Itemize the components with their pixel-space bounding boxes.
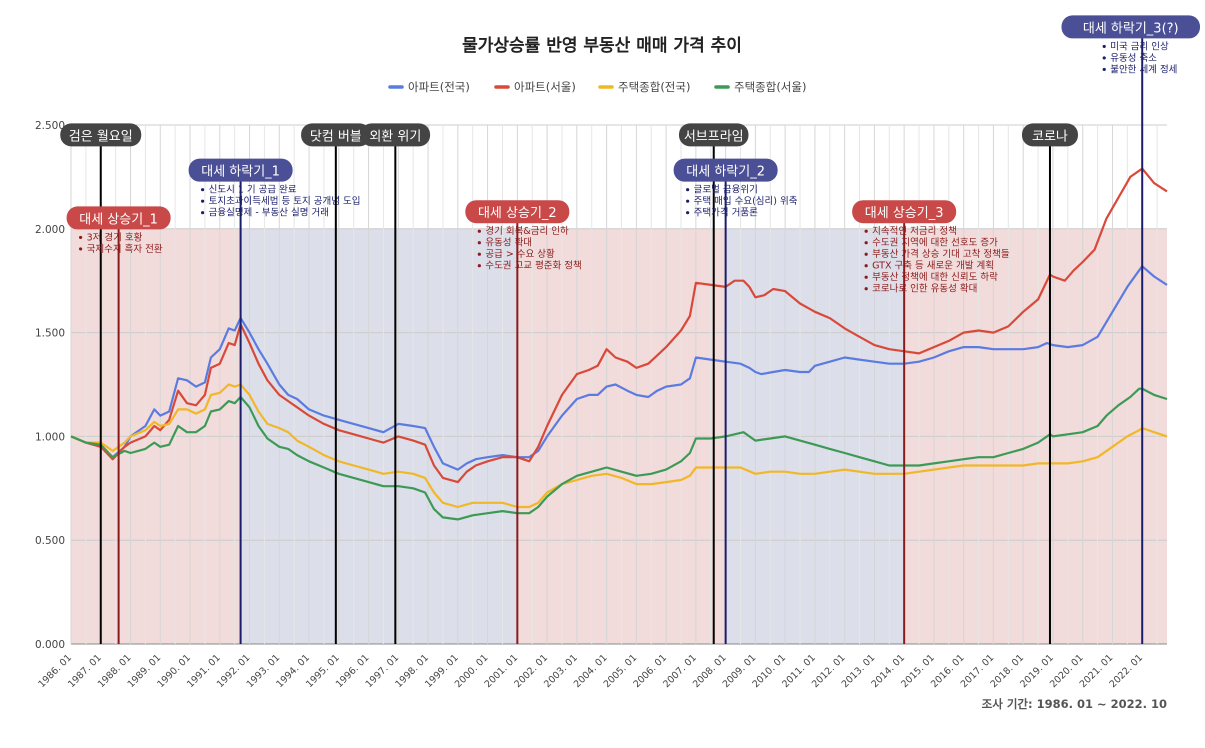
event-note: 수도권 고교 평준화 정책 xyxy=(485,260,581,272)
event-note: 유동성 축소 xyxy=(1110,53,1157,64)
event-label-box xyxy=(678,123,749,147)
event-label: 대세 상승기_2 xyxy=(478,206,557,221)
y-tick-label: 1.000 xyxy=(35,431,65,443)
series-line-2 xyxy=(70,383,1168,509)
event-note-bullet xyxy=(477,252,481,256)
event-note: 공급 > 수요 상황 xyxy=(485,249,555,260)
event-label: 대세 상승기_1 xyxy=(79,212,158,227)
event-note: 신도시 1 기 공급 완료 xyxy=(209,185,297,196)
event-label: 검은 월요일 xyxy=(69,129,133,144)
series-lines xyxy=(70,167,1168,521)
y-tick-label: 2.500 xyxy=(35,120,65,132)
event-note: 불안한 세계 정세 xyxy=(1110,63,1177,75)
legend-label: 주택종합(전국) xyxy=(618,80,690,94)
event-note: 금융실명제 - 부동산 실명 거래 xyxy=(209,208,329,219)
event-note-bullet xyxy=(686,188,690,192)
event-note-bullet xyxy=(201,188,205,192)
event-label-box xyxy=(673,158,778,182)
event-note: 미국 금리 인상 xyxy=(1110,41,1169,52)
event-label-box xyxy=(1061,15,1200,39)
event-note: 경기 회복&금리 인하 xyxy=(485,225,569,237)
event-note-bullet xyxy=(864,275,868,279)
event-note: 주택가격 거품론 xyxy=(694,207,758,219)
event-note: 부동산 정책에 대한 신뢰도 하락 xyxy=(872,271,998,283)
chart-title: 물가상승률 반영 부동산 매매 가격 추이 xyxy=(462,36,742,56)
event-note: 국제수지 흑자 전환 xyxy=(87,243,163,255)
event-note-bullet xyxy=(79,247,83,251)
event-label-box xyxy=(852,200,957,224)
event-label: 서브프라임 xyxy=(684,129,744,144)
event-note: 수도권 지역에 대한 선호도 증가 xyxy=(872,237,998,249)
event-label-box xyxy=(188,158,293,182)
event-note: GTX 구축 등 새로운 개발 계획 xyxy=(872,260,994,272)
event-label-box xyxy=(360,123,431,147)
event-note: 코로나로 인한 유동성 확대 xyxy=(872,283,977,295)
event-note-bullet xyxy=(864,287,868,291)
event-label-box xyxy=(465,200,570,224)
y-tick-label: 0.500 xyxy=(35,535,65,547)
event-note-bullet xyxy=(1102,44,1106,49)
legend: 아파트(전국) 아파트(서울) 주택종합(전국) 주택종합(서울) xyxy=(388,80,806,94)
event-note: 지속적인 저금리 정책 xyxy=(872,225,957,237)
event-note: 토지초과이득세법 등 토지 공개념 도입 xyxy=(209,195,361,207)
event-note-bullet xyxy=(864,252,868,256)
event-note-bullet xyxy=(864,241,868,245)
event-label: 대세 하락기_2 xyxy=(686,165,765,180)
y-tick-label: 1.500 xyxy=(35,328,65,340)
event-note-bullet xyxy=(477,229,481,233)
event-note-bullet xyxy=(1102,67,1106,72)
legend-label: 아파트(전국) xyxy=(408,80,470,94)
event-note-bullet xyxy=(864,264,868,268)
y-tick-label: 2.000 xyxy=(35,224,65,236)
series-line-3 xyxy=(70,387,1168,521)
series-line-1 xyxy=(70,167,1168,484)
event-note-bullet xyxy=(686,199,690,203)
event-label-box xyxy=(301,123,371,147)
event-note-bullet xyxy=(477,241,481,245)
event-note-bullet xyxy=(79,235,83,240)
event-note: 글로벌 금융위기 xyxy=(694,184,758,196)
event-note: 부동산 가격 상승 기대 고착 정책들 xyxy=(872,248,1010,260)
event-label: 닷컴 버블 xyxy=(310,129,362,144)
event-label-box xyxy=(66,206,171,230)
event-note-bullet xyxy=(201,199,205,203)
event-note-bullet xyxy=(1102,56,1106,60)
legend-label: 주택종합(서울) xyxy=(734,80,806,94)
legend-label: 아파트(서울) xyxy=(514,80,576,94)
event-note: 유동성 확대 xyxy=(485,237,532,249)
event-note-bullet xyxy=(201,211,205,215)
event-label: 코로나 xyxy=(1032,129,1068,144)
event-note-bullet xyxy=(864,229,868,233)
event-label: 대세 하락기_3(?) xyxy=(1083,21,1179,36)
event-note-bullet xyxy=(477,264,481,268)
y-tick-label: 0.000 xyxy=(35,639,65,651)
series-line-0 xyxy=(70,265,1168,471)
event-label-box xyxy=(60,123,142,147)
event-note: 3저 경기 호황 xyxy=(87,231,143,243)
survey-period-footer: 조사 기간: 1986. 01 ~ 2022. 10 xyxy=(982,697,1167,711)
event-note: 주택 매입 수요(심리) 위축 xyxy=(694,195,798,207)
event-label: 대세 하락기_1 xyxy=(201,165,280,180)
event-note-bullet xyxy=(686,211,690,215)
event-label: 대세 상승기_3 xyxy=(865,206,944,221)
event-label: 외환 위기 xyxy=(369,129,421,144)
event-label-box xyxy=(1021,123,1078,147)
